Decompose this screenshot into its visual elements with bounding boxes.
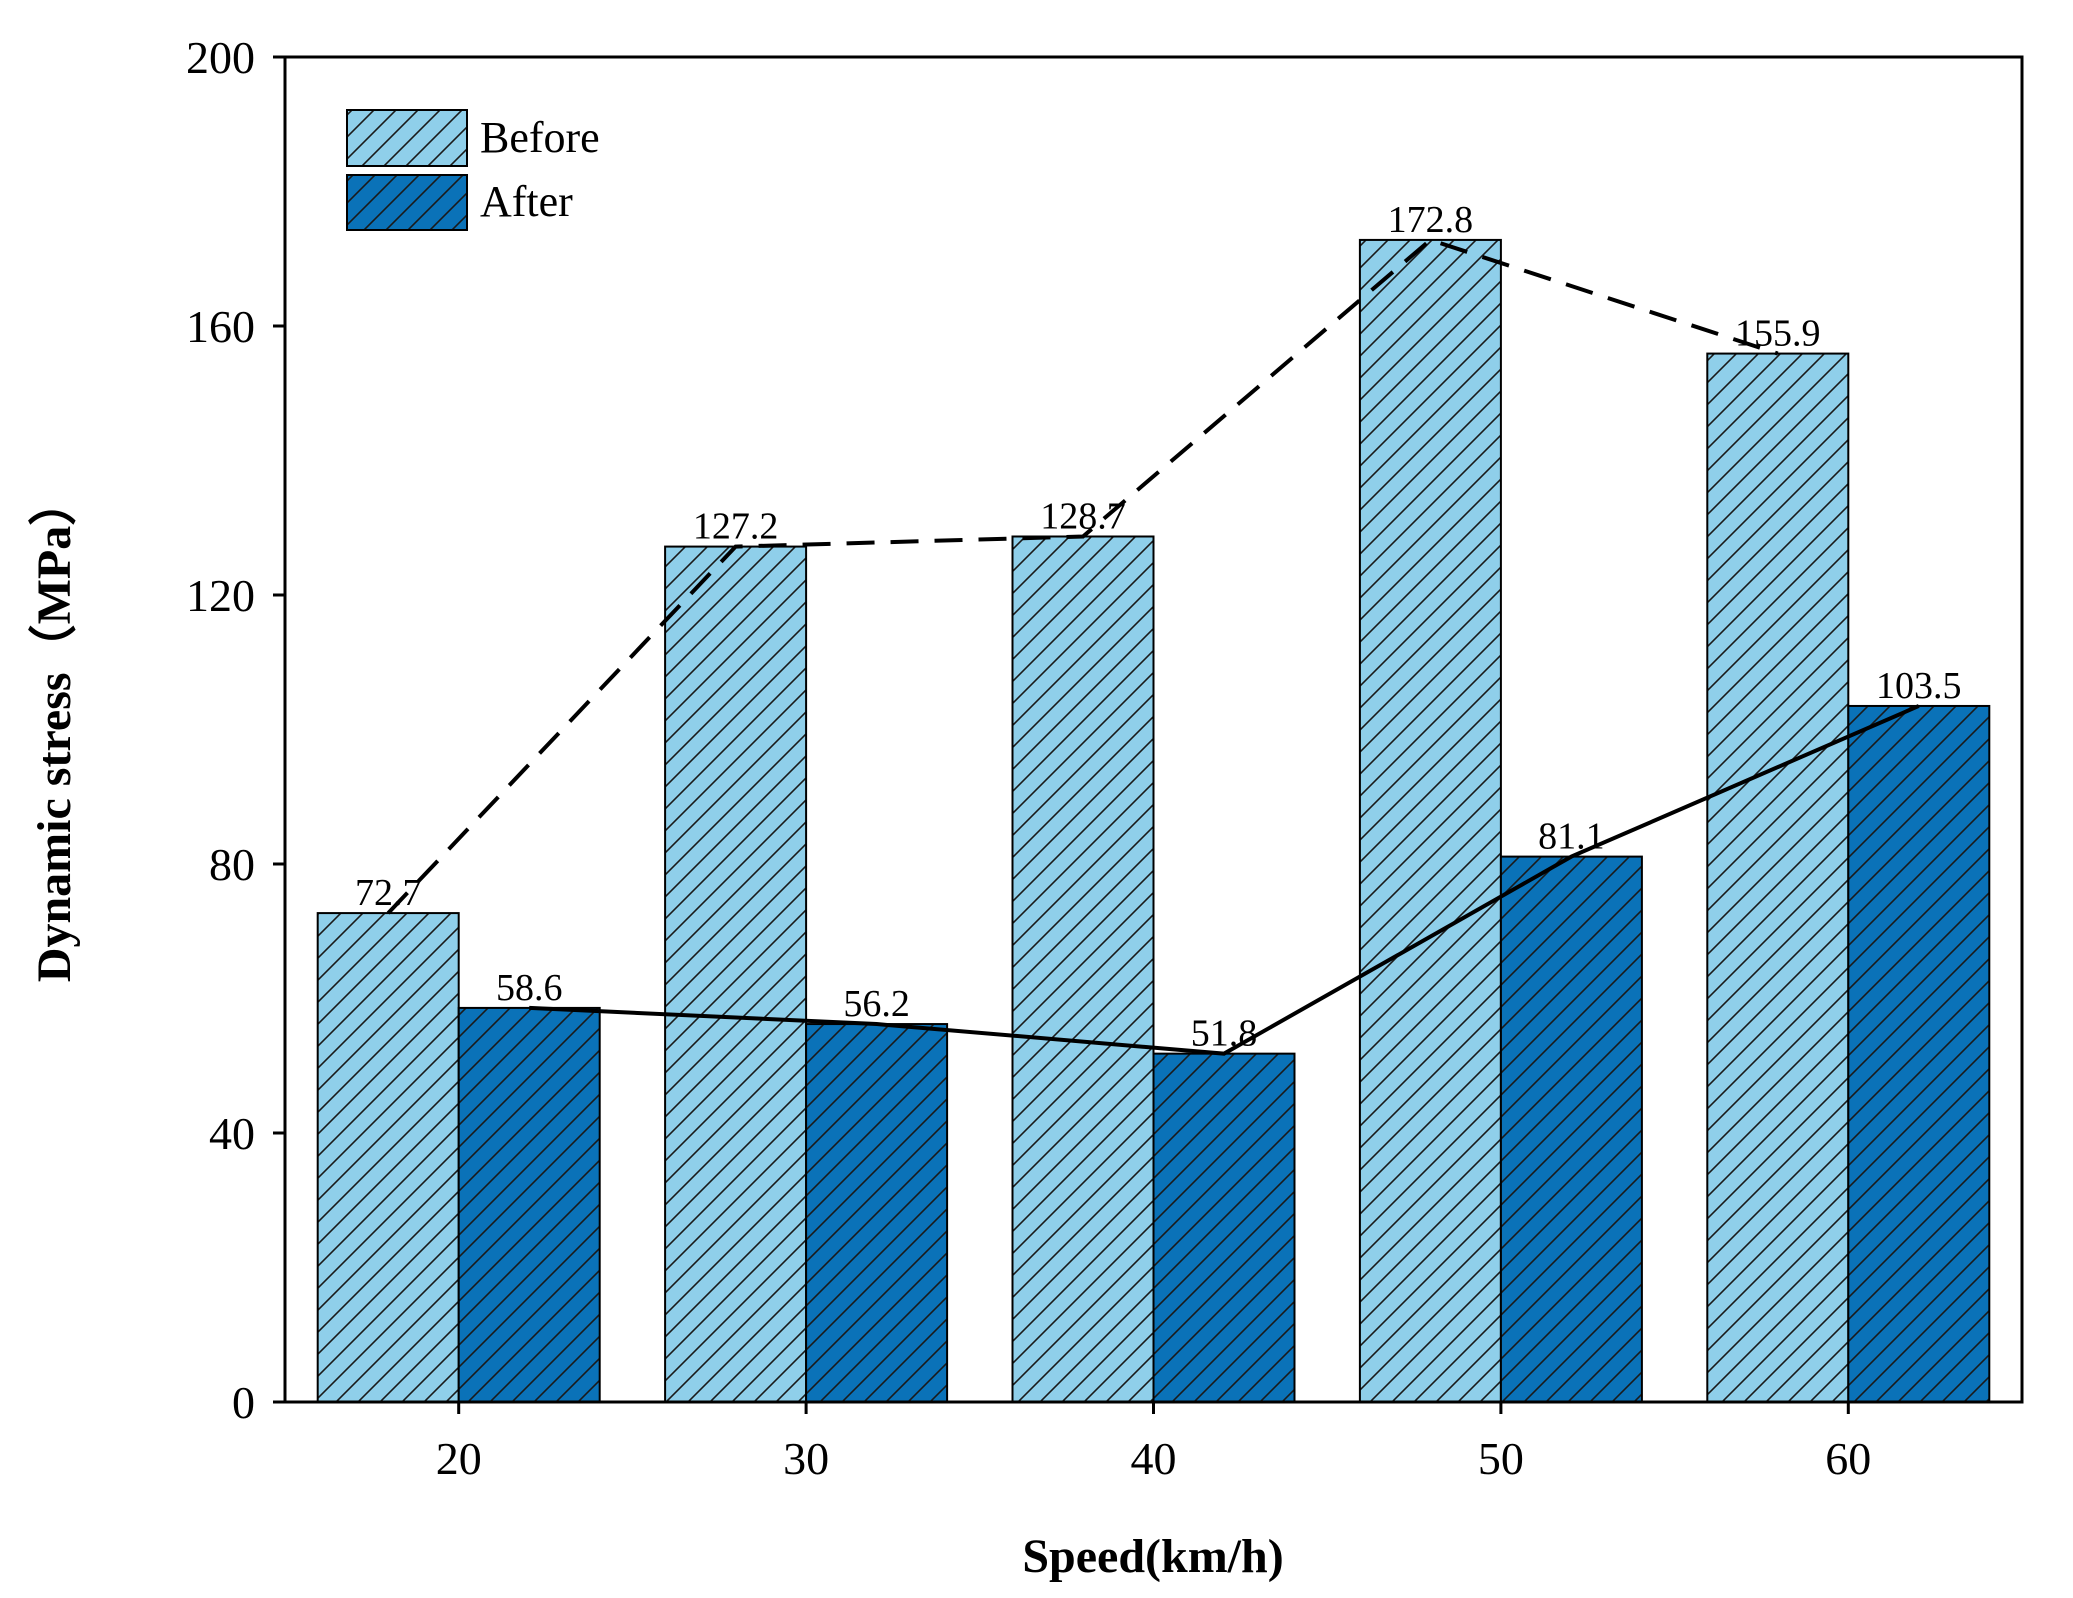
- data-label-before-20: 72.7: [355, 872, 422, 914]
- data-label-after-20: 58.6: [496, 967, 563, 1009]
- data-label-before-50: 172.8: [1388, 199, 1474, 241]
- bar-hatch-after-60: [1847, 704, 1991, 1403]
- x-tick-label-60: 60: [1825, 1433, 1871, 1484]
- data-label-after-60: 103.5: [1876, 665, 1962, 707]
- y-tick-label-120: 120: [186, 570, 255, 621]
- data-label-after-30: 56.2: [843, 983, 910, 1025]
- axes: 20 30 40 50 60 0 40 80 120 160 200: [186, 32, 1871, 1484]
- bar-hatch-before-50: [1358, 238, 1502, 1403]
- bar-hatch-before-20: [316, 912, 460, 1404]
- trend-line-after: [529, 704, 1920, 1056]
- data-label-before-40: 128.7: [1040, 495, 1126, 537]
- x-tick-label-50: 50: [1478, 1433, 1524, 1484]
- y-tick-label-160: 160: [186, 301, 255, 352]
- trend-lines: [386, 237, 1920, 1056]
- y-axis-title: Dynamic stress（MPa）: [28, 478, 81, 982]
- data-label-after-50: 81.1: [1538, 816, 1605, 858]
- data-label-before-30: 127.2: [693, 506, 779, 548]
- legend-item-before: Before: [346, 109, 600, 167]
- legend-swatch-after-hatch: [346, 174, 468, 231]
- trend-line-before: [386, 237, 1779, 915]
- bars-layer: [316, 238, 1991, 1404]
- legend: Before After: [346, 109, 600, 231]
- data-label-after-40: 51.8: [1191, 1013, 1258, 1055]
- x-tick-label-40: 40: [1131, 1433, 1177, 1484]
- x-axis-title: Speed(km/h): [1022, 1530, 1283, 1583]
- bar-hatch-after-50: [1499, 855, 1643, 1403]
- bar-hatch-before-40: [1011, 535, 1155, 1403]
- y-tick-label-0: 0: [232, 1377, 255, 1428]
- legend-item-after: After: [346, 174, 573, 231]
- bar-hatch-before-60: [1706, 352, 1850, 1403]
- bar-hatch-before-30: [664, 545, 808, 1403]
- bar-hatch-after-20: [457, 1006, 601, 1403]
- bar-hatch-after-30: [805, 1023, 949, 1404]
- x-tick-label-20: 20: [436, 1433, 482, 1484]
- legend-label-before: Before: [480, 113, 600, 162]
- x-tick-label-30: 30: [783, 1433, 829, 1484]
- y-tick-label-200: 200: [186, 32, 255, 83]
- legend-swatch-before-hatch: [346, 109, 468, 167]
- bar-hatch-after-40: [1152, 1052, 1296, 1404]
- legend-label-after: After: [480, 177, 573, 226]
- data-labels: 72.7 58.6 127.2 56.2 128.7 51.8 172.8 81.1 155.9…: [355, 199, 1962, 1055]
- y-tick-label-40: 40: [209, 1108, 255, 1159]
- data-label-before-60: 155.9: [1735, 313, 1821, 355]
- y-tick-label-80: 80: [209, 839, 255, 890]
